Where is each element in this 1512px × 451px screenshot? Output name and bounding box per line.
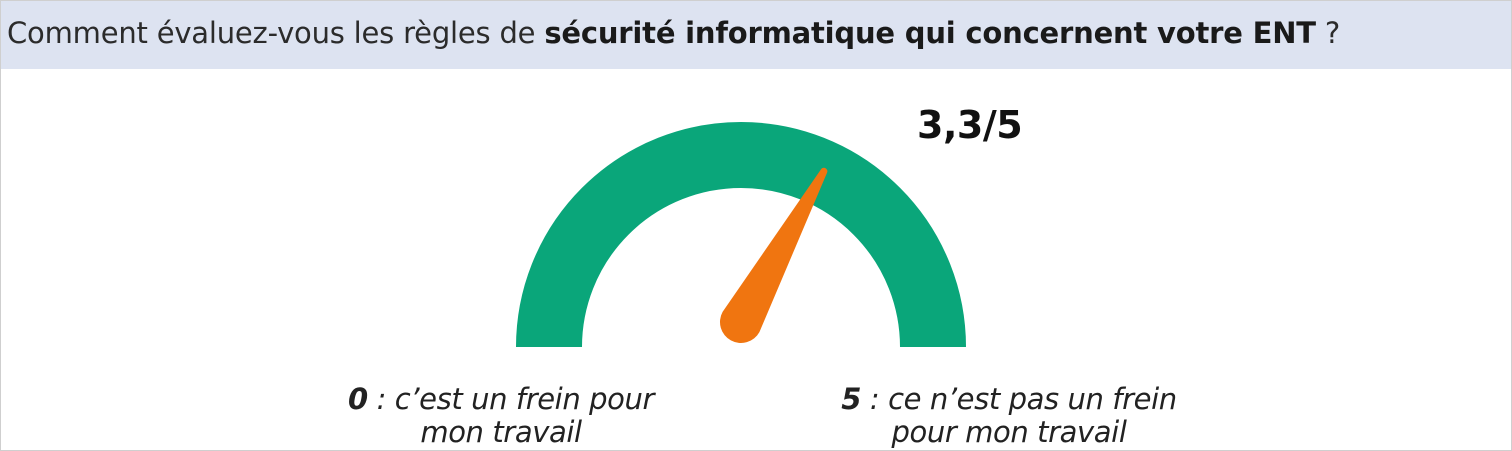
question-prefix: Comment évaluez-vous les règles de (7, 16, 545, 50)
max-caption: 5 : ce n’est pas un frein pour mon trava… (819, 383, 1199, 449)
question-banner: Comment évaluez-vous les règles de sécur… (1, 1, 1511, 69)
gauge-needle (719, 167, 828, 344)
question-suffix: ? (1315, 16, 1341, 50)
max-caption-line2: pour mon travail (891, 415, 1127, 449)
gauge-arc (516, 122, 966, 348)
min-caption-line2: mon travail (420, 415, 582, 449)
score-value: 3,3/5 (917, 103, 1023, 147)
min-caption-line1: : c’est un frein pour (367, 382, 655, 416)
max-caption-line1: : ce n’est pas un frein (861, 382, 1177, 416)
question-bold: sécurité informatique qui concernent vot… (544, 16, 1316, 50)
min-caption: 0 : c’est un frein pour mon travail (319, 383, 683, 449)
max-caption-number: 5 (841, 382, 862, 416)
min-caption-number: 0 (348, 382, 368, 416)
